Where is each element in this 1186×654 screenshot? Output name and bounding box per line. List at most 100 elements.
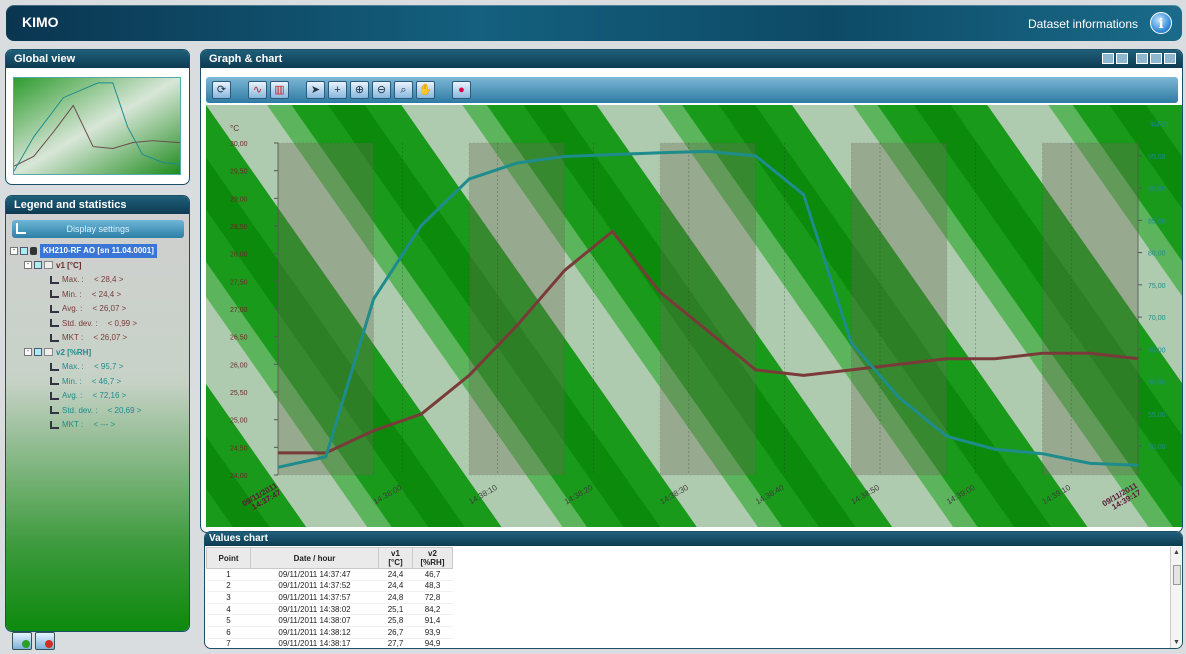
stat-row: Avg. : < 26,07 > xyxy=(10,302,186,317)
channel-icon xyxy=(44,261,53,270)
scroll-up-icon[interactable]: ▲ xyxy=(1173,549,1180,556)
tree-device-row[interactable]: - KH210-RF AO [sn 11.04.0001] xyxy=(10,244,186,259)
left-tick-label: 26,50 xyxy=(230,335,248,342)
chart-band xyxy=(468,142,565,476)
remove-dataset-button[interactable] xyxy=(35,632,55,650)
stat-icon xyxy=(50,420,59,429)
display-settings-button[interactable]: Display settings xyxy=(12,220,184,238)
layout-split-icon[interactable] xyxy=(1102,53,1114,64)
table-row[interactable]: 6 09/11/2011 14:38:12 26,7 93,9 xyxy=(206,626,453,639)
table-cell: 84,2 xyxy=(412,603,453,616)
table-row[interactable]: 1 09/11/2011 14:37:47 24,4 46,7 xyxy=(206,568,453,581)
table-row[interactable]: 3 09/11/2011 14:37:57 24,8 72,8 xyxy=(206,591,453,604)
zoom-in-icon[interactable]: ⊕ xyxy=(350,81,369,99)
scroll-thumb[interactable] xyxy=(1173,565,1181,585)
legend-title: Legend and statistics xyxy=(6,196,189,214)
table-header-cell[interactable]: v1 [°C] xyxy=(378,547,413,569)
view-graph-icon[interactable] xyxy=(1136,53,1148,64)
channel-checkbox[interactable] xyxy=(34,261,42,270)
pointer-icon[interactable]: ➤ xyxy=(306,81,325,99)
left-tick-label: 25,50 xyxy=(230,390,248,397)
collapse-toggle[interactable]: - xyxy=(10,247,18,255)
add-dataset-button[interactable] xyxy=(12,632,32,650)
device-icon xyxy=(30,247,37,255)
stat-label: Avg. : xyxy=(62,391,85,400)
info-icon[interactable]: i xyxy=(1150,12,1172,34)
zoom-out-icon[interactable]: ⊖ xyxy=(372,81,391,99)
tree-channel-row[interactable]: - v1 [°C] xyxy=(10,259,186,274)
right-tick-label: 70,00 xyxy=(1148,315,1166,322)
stat-icon xyxy=(50,362,59,371)
table-header-cell[interactable]: Point xyxy=(206,547,251,569)
table-row[interactable]: 2 09/11/2011 14:37:52 24,4 48,3 xyxy=(206,580,453,593)
stat-label: MKT : xyxy=(62,420,86,429)
left-tick-label: 28,50 xyxy=(230,224,248,231)
table-cell: 5 xyxy=(206,614,251,627)
refresh-icon[interactable]: ⟳ xyxy=(212,81,231,99)
stat-label: Std. dev. : xyxy=(62,318,100,328)
legend-body: Display settings - KH210-RF AO [sn 11.04.… xyxy=(6,214,189,631)
stat-label: Max. : xyxy=(62,362,87,371)
right-tick-label: 50,00 xyxy=(1148,444,1166,451)
chart-band xyxy=(659,142,757,476)
chart-band xyxy=(851,142,948,476)
channel-checkbox[interactable] xyxy=(34,348,42,357)
right-tick-label: 65,00 xyxy=(1148,347,1166,354)
stat-label: Avg. : xyxy=(62,304,85,313)
tree-channel-row[interactable]: - v2 [%RH] xyxy=(10,346,186,361)
graph-panel: Graph & chart ⟳ ∿ ▥ ➤ + ⊕ ⊖ ⌕ ✋ ● xyxy=(201,50,1182,532)
stat-row: Min. : < 46,7 > xyxy=(10,375,186,390)
global-view-minimap[interactable] xyxy=(13,77,181,175)
table-cell: 09/11/2011 14:38:12 xyxy=(250,626,379,639)
stat-icon xyxy=(50,406,59,415)
right-tick-label: 95,00 xyxy=(1148,154,1166,161)
table-cell: 4 xyxy=(206,603,251,616)
bar-chart-icon xyxy=(16,223,26,234)
graph-toolbar: ⟳ ∿ ▥ ➤ + ⊕ ⊖ ⌕ ✋ ● xyxy=(206,77,1178,103)
left-tick-label: 27,00 xyxy=(230,307,248,314)
zoom-area-icon[interactable]: ⌕ xyxy=(394,81,413,99)
table-row[interactable]: 7 09/11/2011 14:38:17 27,7 94,9 xyxy=(206,638,453,648)
layout-single-icon[interactable] xyxy=(1116,53,1128,64)
device-checkbox[interactable] xyxy=(20,247,28,255)
view-table-icon[interactable] xyxy=(1150,53,1162,64)
line-chart-icon[interactable]: ∿ xyxy=(248,81,267,99)
crosshair-icon[interactable]: + xyxy=(328,81,347,99)
stat-label: Max. : xyxy=(62,275,87,284)
series-v1-line xyxy=(278,230,1139,455)
table-header-cell[interactable]: v2 [%RH] xyxy=(412,547,453,569)
dataset-info-link[interactable]: Dataset informations xyxy=(1027,17,1138,31)
table-header-cell[interactable]: Date / hour xyxy=(250,547,379,569)
values-scrollbar[interactable]: ▲ ▼ xyxy=(1170,547,1182,648)
right-tick-label: 75,00 xyxy=(1148,283,1166,290)
stat-value: < 26,07 > xyxy=(92,304,127,313)
title-bar: KIMO Dataset informations i xyxy=(6,5,1182,41)
table-row[interactable]: 5 09/11/2011 14:38:07 25,8 91,4 xyxy=(206,614,453,627)
minimap-v1-line xyxy=(14,104,180,167)
view-both-icon[interactable] xyxy=(1164,53,1176,64)
table-cell: 91,4 xyxy=(412,614,453,627)
values-table: Point Date / hour v1 [°C] v2 [%RH] 1 09/11/2… xyxy=(206,547,453,648)
app-title: KIMO xyxy=(22,14,59,30)
left-axis-label: °C xyxy=(230,124,239,133)
bar-chart-toggle-icon[interactable]: ▥ xyxy=(270,81,289,99)
collapse-toggle[interactable]: - xyxy=(24,261,32,270)
stat-icon xyxy=(50,391,59,400)
table-cell: 09/11/2011 14:38:02 xyxy=(250,603,379,616)
pan-hand-icon[interactable]: ✋ xyxy=(416,81,435,99)
stat-value: < 24,4 > xyxy=(91,289,122,299)
left-tick-label: 30,00 xyxy=(230,141,248,148)
values-title: Values chart xyxy=(205,532,1182,546)
table-row[interactable]: 4 09/11/2011 14:38:02 25,1 84,2 xyxy=(206,603,453,616)
collapse-toggle[interactable]: - xyxy=(24,348,32,357)
scroll-down-icon[interactable]: ▼ xyxy=(1173,639,1180,646)
color-settings-icon[interactable]: ● xyxy=(452,81,471,99)
main-chart[interactable]: 14:38:00 14:38:10 14:38:20 14:38:30 14:38:40… xyxy=(206,105,1182,527)
stat-value: < 0,99 > xyxy=(107,318,138,328)
table-cell: 26,7 xyxy=(378,626,413,639)
stat-value: < 28,4 > xyxy=(94,275,124,284)
left-tick-label: 29,00 xyxy=(230,196,248,203)
device-label: KH210-RF AO [sn 11.04.0001] xyxy=(40,244,157,258)
left-tick-label: 29,50 xyxy=(230,169,248,176)
stat-row: Std. dev. : < 20,69 > xyxy=(10,404,186,419)
